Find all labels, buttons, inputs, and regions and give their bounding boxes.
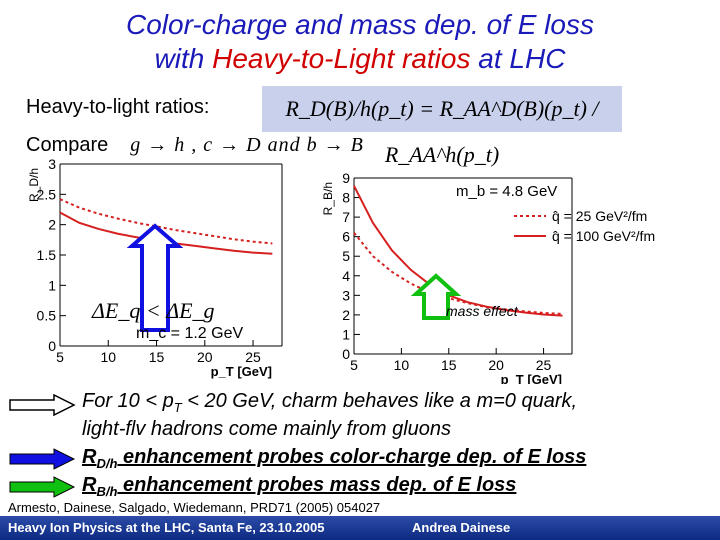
green-up-arrow-icon xyxy=(410,273,462,320)
legend-label-100: q̂ = 100 GeV²/fm xyxy=(552,228,655,244)
series-line xyxy=(59,198,273,245)
series-line xyxy=(353,232,563,315)
white-arrow-icon xyxy=(9,394,76,416)
y-axis-label: R_D/h xyxy=(27,168,41,202)
bullet-3-rest: enhancement probes mass dep. of E loss xyxy=(117,474,517,496)
x-tick-label: 25 xyxy=(536,357,552,373)
x-tick-label: 10 xyxy=(394,357,410,373)
compare-line: Compare g → h , c → D and b → B xyxy=(26,134,364,157)
y-tick-label: 1.5 xyxy=(37,247,57,263)
bullet-2-main: R xyxy=(82,446,97,468)
y-tick-label: 3 xyxy=(48,158,56,172)
x-tick-label: 15 xyxy=(441,357,457,373)
y-tick-label: 3 xyxy=(342,287,350,303)
title-red: Heavy-to-Light ratios xyxy=(212,43,471,74)
chart-charm: 0 0.5 1 1.5 2 2.5 3 5 10 15 20 25p_T [GeV] R_D/h ΔE_q… xyxy=(27,158,283,379)
x-tick-label: 20 xyxy=(197,349,213,365)
bullet-1-line-1: For 10 < pT < 20 GeV, charm behaves like… xyxy=(82,390,577,415)
footer-author: Andrea Dainese xyxy=(412,520,511,535)
y-tick-label: 2 xyxy=(342,307,350,323)
reference-citation: Armesto, Dainese, Salgado, Wiedemann, PR… xyxy=(8,500,381,515)
y-tick-label: 0 xyxy=(48,338,56,354)
ratio-formula: R_D(B)/h(p_t) = R_AA^D(B)(p_t) / R_AA^h(… xyxy=(262,86,622,167)
delta-e-formula: ΔE_q < ΔE_g xyxy=(91,298,215,323)
bullet-3-sub: B/h xyxy=(96,484,118,499)
y-tick-label: 2 xyxy=(48,217,56,233)
legend-label-25: q̂ = 25 GeV²/fm xyxy=(552,208,647,224)
bullet-2-rest: enhancement probes color-charge dep. of … xyxy=(117,446,587,468)
x-tick-label: 20 xyxy=(488,357,504,373)
title-post: at LHC xyxy=(470,43,566,74)
compare-label: Compare xyxy=(26,134,109,156)
x-tick-label: 15 xyxy=(149,349,165,365)
blue-up-arrow-icon xyxy=(126,223,184,332)
y-tick-label: 9 xyxy=(342,170,350,186)
y-tick-label: 1 xyxy=(48,277,56,293)
footer-bar: Heavy Ion Physics at the LHC, Santa Fe, … xyxy=(0,516,720,540)
footer-left: Heavy Ion Physics at the LHC, Santa Fe, … xyxy=(8,520,325,535)
compare-math: g → h , c → D and b → B xyxy=(130,134,364,156)
title-line-1: Color-charge and mass dep. of E loss xyxy=(126,9,594,40)
blue-arrow-icon xyxy=(9,448,76,470)
y-tick-label: 8 xyxy=(342,190,350,206)
mass-charm-label: m_c = 1.2 GeV xyxy=(136,325,243,342)
y-tick-label: 4 xyxy=(342,268,350,284)
x-tick-label: 5 xyxy=(56,349,64,365)
title-pre: with xyxy=(154,43,213,74)
slide-title: Color-charge and mass dep. of E loss wit… xyxy=(0,8,720,76)
bullet-2: RD/h enhancement probes color-charge dep… xyxy=(82,446,586,471)
y-tick-label: 6 xyxy=(342,229,350,245)
x-tick-label: 5 xyxy=(350,357,358,373)
bullet-3-main: R xyxy=(82,474,97,496)
mass-beauty-label: m_b = 4.8 GeV xyxy=(456,183,557,200)
series-line xyxy=(353,185,563,317)
y-tick-label: 0 xyxy=(342,346,350,362)
y-tick-label: 1 xyxy=(342,326,350,342)
y-tick-label: 7 xyxy=(342,209,350,225)
x-axis-label: p_T [GeV] xyxy=(501,372,562,384)
y-tick-label: 5 xyxy=(342,248,350,264)
y-axis-label: R_B/h xyxy=(321,182,335,215)
y-tick-label: 0.5 xyxy=(37,308,57,324)
title-line-2: with Heavy-to-Light ratios at LHC xyxy=(0,42,720,76)
bullet-1-text-b: < 20 GeV, charm behaves like a m=0 quark… xyxy=(181,390,578,412)
bullet-1-line-2: light-flv hadrons come mainly from gluon… xyxy=(82,418,452,440)
bullet-2-sub: D/h xyxy=(96,456,118,471)
bullet-3: RB/h enhancement probes mass dep. of E l… xyxy=(82,474,516,499)
mass-effect-label: mass effect xyxy=(446,303,519,319)
bullet-1-text-a: For 10 < p xyxy=(82,390,174,412)
green-arrow-icon xyxy=(9,476,76,498)
x-tick-label: 25 xyxy=(245,349,261,365)
ratios-label: Heavy-to-light ratios: xyxy=(26,96,210,118)
y-tick-label: 2.5 xyxy=(37,186,57,202)
bullet-1-sub: T xyxy=(173,400,182,415)
x-axis-label: p_T [GeV] xyxy=(211,364,272,379)
x-tick-label: 10 xyxy=(100,349,116,365)
